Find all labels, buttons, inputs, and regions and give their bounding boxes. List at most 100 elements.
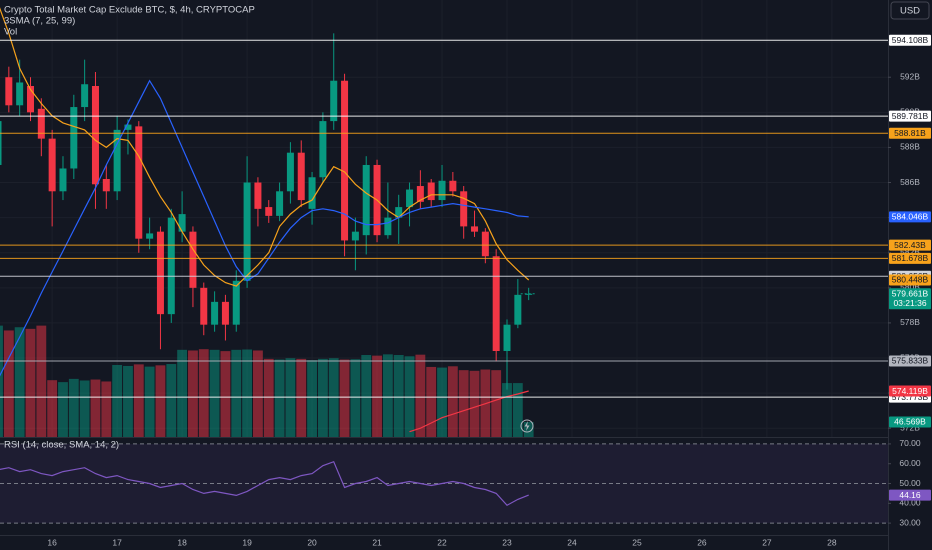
candle-body [286, 152, 294, 192]
close-label: 579.661B [892, 289, 929, 299]
candle-body [59, 168, 67, 192]
rsi-tick-label: 70.00 [899, 438, 921, 448]
icon-circle[interactable] [520, 419, 534, 433]
candle-body [254, 182, 262, 209]
volume-bar [123, 365, 133, 437]
price-level-label-bg [889, 34, 931, 46]
volume-bar [458, 370, 469, 437]
volume-bar [101, 381, 112, 437]
candle-body [276, 191, 284, 216]
candle-body [471, 226, 479, 232]
x-tick-label: 17 [112, 537, 122, 547]
candle-body [124, 124, 132, 130]
volume-bar [317, 358, 328, 437]
rsi-last-label-bg [889, 489, 931, 501]
x-tick-label: 27 [762, 537, 772, 547]
lightning-icon[interactable] [520, 419, 534, 433]
candle-body [91, 85, 99, 185]
volume-bar [68, 378, 79, 437]
volume-bar [177, 349, 188, 437]
volume-last-label: 46.569B [894, 417, 926, 427]
price-level-label: 589.781B [892, 111, 929, 121]
volume-bar [144, 366, 155, 437]
volume-bar [274, 359, 285, 437]
volume-bar [328, 358, 339, 437]
indicator-label: 3SMA (7, 25, 99) [4, 16, 75, 27]
rsi-label: RSI (14, close, SMA, 14, 2) [4, 440, 119, 451]
price-level-label-bg [889, 110, 931, 122]
volume-bar [437, 367, 447, 437]
volume-bar [512, 383, 523, 437]
candle-body [330, 80, 338, 122]
x-tick-label: 21 [372, 537, 382, 547]
candle-body [308, 177, 316, 209]
sma-last-label: 580.448B [892, 275, 929, 285]
rsi-tick-label: 60.00 [899, 458, 921, 468]
candle-body [0, 121, 2, 165]
price-level-label: 581.678B [892, 253, 929, 263]
volume-last-label-bg [889, 416, 931, 428]
volume-bar [415, 354, 426, 437]
candle-body [351, 231, 359, 241]
candle-body [406, 189, 414, 208]
rsi-last-label: 44.16 [899, 490, 921, 500]
rsi-tick-label: 30.00 [899, 517, 921, 527]
sma-last-label: 584.046B [892, 212, 929, 222]
rsi-tick-label: 50.00 [899, 478, 921, 488]
volume-bar [447, 366, 458, 437]
volume-bar [209, 349, 220, 437]
price-level-label-bg [889, 239, 931, 251]
candle-body [503, 324, 511, 352]
volume-bar [339, 359, 350, 437]
x-tick-label: 22 [437, 537, 447, 547]
candle-body [384, 217, 392, 236]
currency-button[interactable] [890, 1, 930, 20]
price-level-label: 582.43B [894, 240, 926, 250]
candle-body [189, 231, 197, 288]
candle-body [438, 180, 446, 201]
axis-labels: 594.108B589.781B588.81B582.43B581.678B58… [889, 34, 931, 501]
volume-bar [198, 349, 209, 437]
price-level-label: 588.81B [894, 128, 926, 138]
volume-bar [382, 354, 393, 437]
candle-body [427, 182, 435, 201]
candle-body [211, 301, 219, 325]
candle-body [113, 129, 121, 192]
x-tick-label: 16 [47, 537, 57, 547]
icon-bolt[interactable] [524, 421, 530, 431]
candle-body [416, 186, 424, 202]
candle-body [362, 164, 370, 236]
volume-bar [469, 370, 480, 437]
volume-bar [253, 350, 263, 437]
candle-body [514, 294, 522, 325]
price-level-label-bg [889, 355, 931, 367]
y-tick-label: 582B [900, 247, 920, 257]
candle-body [221, 301, 229, 325]
candle-body [243, 182, 251, 281]
volume-bar [231, 349, 242, 437]
x-tick-label: 23 [502, 537, 512, 547]
candle-body [297, 152, 305, 201]
volume-bar [361, 354, 372, 437]
x-tick-label: 20 [307, 537, 317, 547]
volume-bar [307, 360, 317, 437]
candle-body [16, 82, 24, 106]
volume-bar [296, 358, 307, 437]
candle-body [26, 85, 34, 113]
volume-bar [47, 380, 58, 437]
volume-bar [372, 355, 382, 437]
currency-text[interactable]: USD [900, 6, 920, 17]
volume-bar [502, 383, 512, 437]
volume-bar [90, 379, 101, 437]
price-level-label-bg [889, 252, 931, 264]
x-tick-label: 28 [827, 537, 837, 547]
volume-bar [166, 364, 177, 437]
sma-line [0, 79, 529, 377]
y-tick-label: 588B [900, 142, 920, 152]
x-tick-label: 24 [567, 537, 577, 547]
x-tick-label: 26 [697, 537, 707, 547]
volume-bar [242, 349, 253, 437]
candle-body [341, 80, 349, 241]
